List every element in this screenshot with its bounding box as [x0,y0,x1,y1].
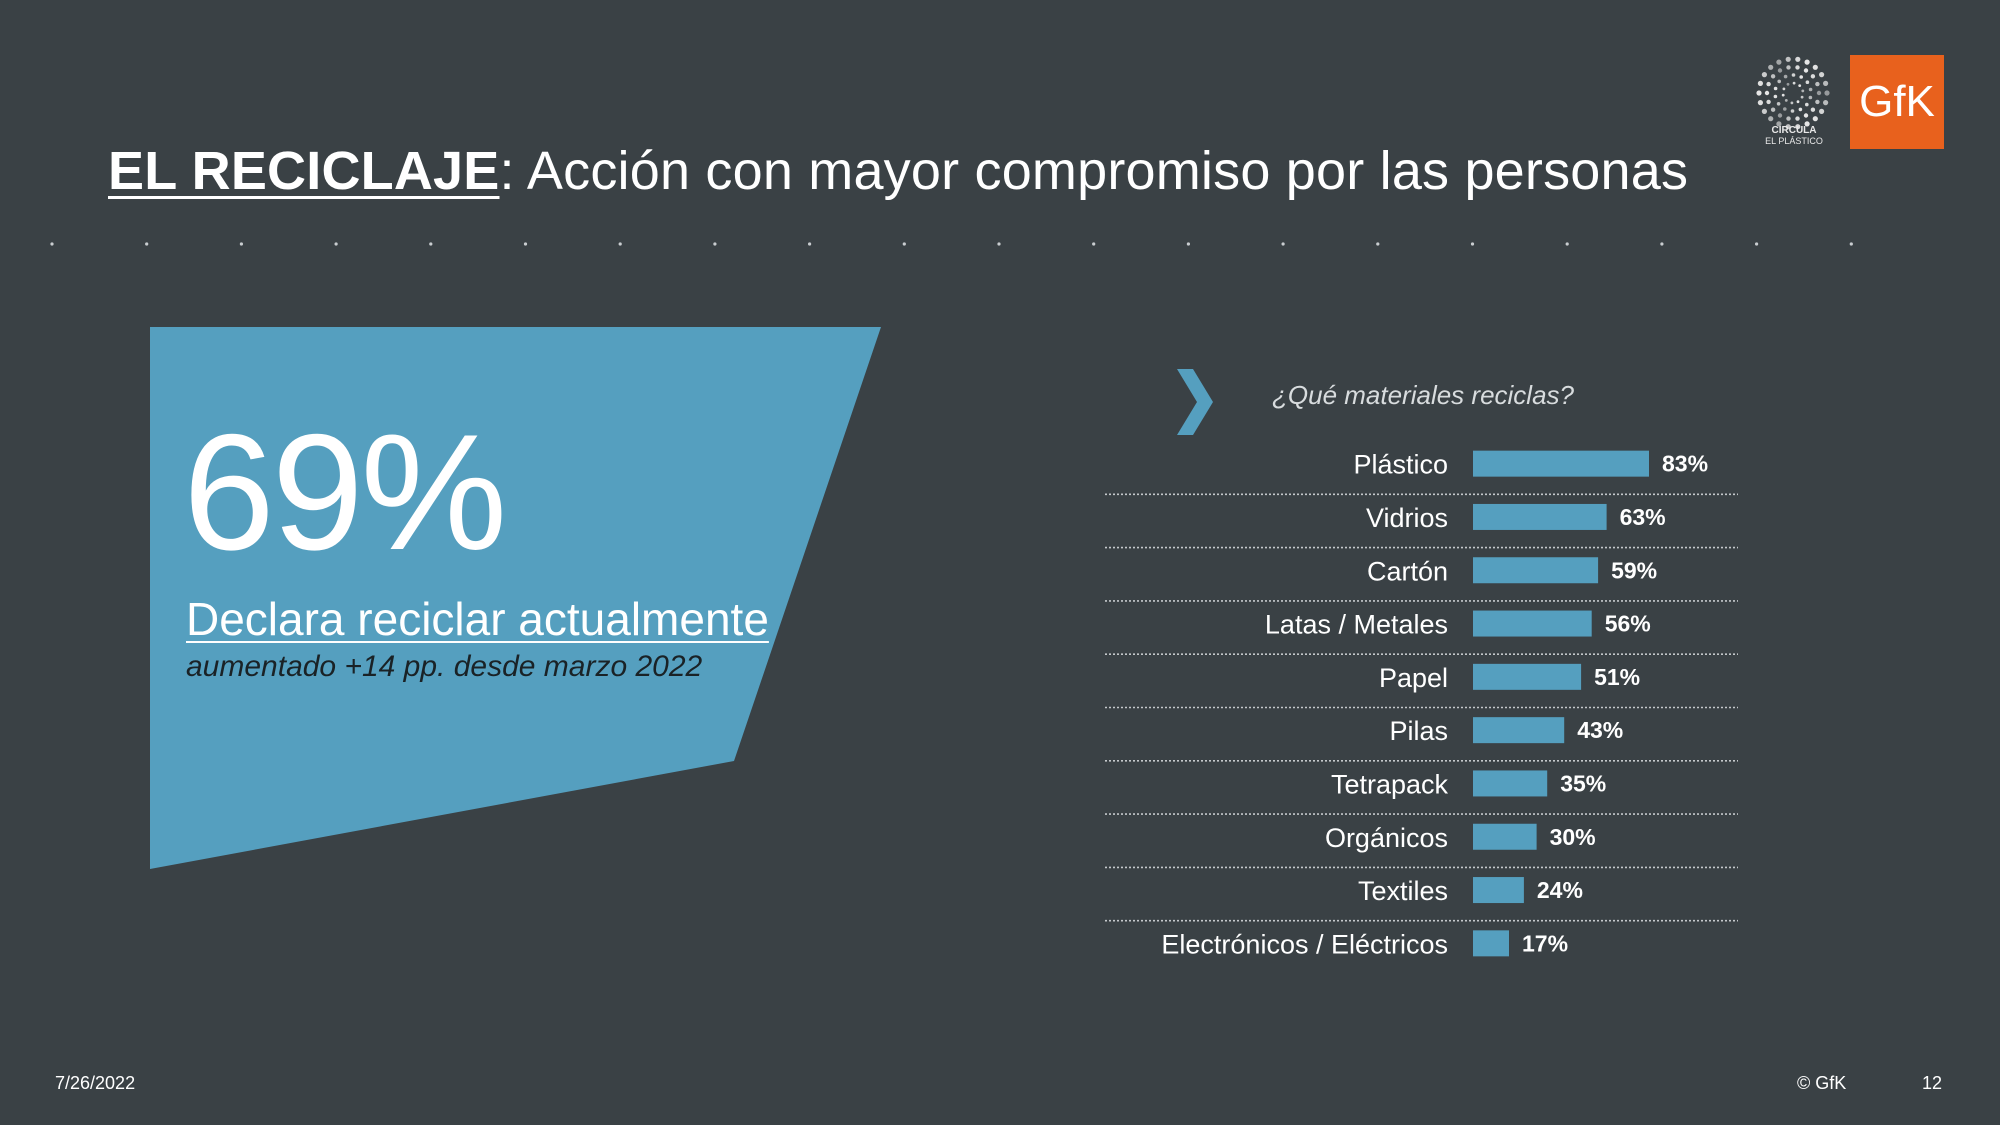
bar [1473,557,1599,584]
value-label: 24% [1537,877,1583,903]
bar [1473,663,1582,690]
hero-label: Declara reciclar actualmente [186,593,769,645]
slide-title: EL RECICLAJE: Acción con mayor compromis… [108,140,1688,202]
category-label: Vidrios [1366,503,1448,533]
footer-copyright: © GfK [1797,1073,1847,1093]
value-label: 43% [1577,717,1623,743]
hero-percentage: 69% [183,400,507,584]
category-label: Orgánicos [1325,823,1448,853]
value-label: 83% [1662,451,1708,477]
value-label: 51% [1594,664,1640,690]
category-label: Textiles [1358,876,1448,906]
category-label: Plástico [1353,450,1448,480]
value-label: 63% [1620,504,1666,530]
chart-title: ¿Qué materiales reciclas? [1272,380,1574,410]
category-label: Cartón [1367,556,1448,586]
category-label: Pilas [1389,716,1448,746]
circula-logo-line1: CIRCULA [1771,125,1817,136]
bar [1473,877,1524,904]
bar [1473,770,1548,797]
bar [1473,610,1592,637]
value-label: 30% [1550,824,1596,850]
chevron-right-icon [1177,369,1213,435]
category-label: Papel [1379,663,1448,693]
circula-el-plastico-logo-text: CIRCULA EL PLÁSTICO [1744,125,1844,147]
value-label: 35% [1560,770,1606,796]
bar [1473,930,1509,957]
dotted-separator [50,242,1853,246]
category-label: Latas / Metales [1265,610,1448,640]
footer-date: 7/26/2022 [55,1073,136,1093]
circula-logo-line2: EL PLÁSTICO [1765,136,1823,146]
footer-page-number: 12 [1922,1073,1943,1093]
bar [1473,503,1607,530]
slide-title-rest: : Acción con mayor compromiso por las pe… [499,141,1689,201]
circula-el-plastico-logo-icon [1756,56,1830,130]
gfk-logo: GfK [1850,55,1944,149]
bar [1473,717,1565,744]
bar [1473,450,1649,477]
hero-note: aumentado +14 pp. desde marzo 2022 [186,650,703,683]
category-label: Tetrapack [1331,769,1449,799]
slide-title-keyword: EL RECICLAJE [108,141,500,201]
category-label: Electrónicos / Eléctricos [1161,929,1448,959]
value-label: 17% [1522,930,1568,956]
gfk-logo-text: GfK [1859,77,1935,126]
value-label: 59% [1611,557,1657,583]
value-label: 56% [1605,611,1651,637]
bar [1473,823,1537,850]
